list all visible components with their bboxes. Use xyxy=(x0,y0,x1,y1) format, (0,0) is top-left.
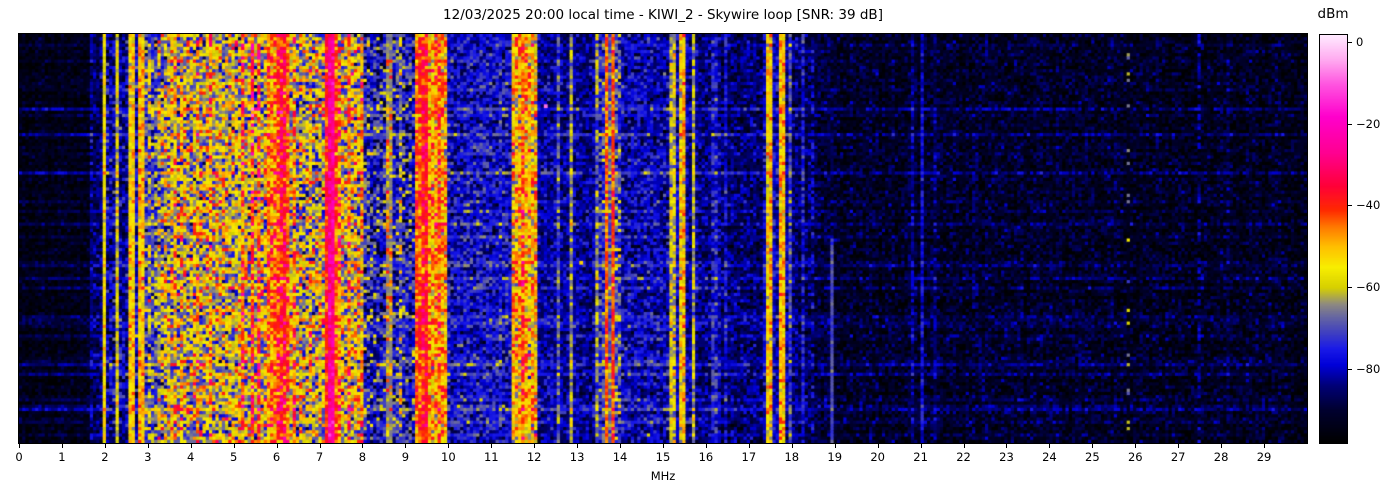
x-axis-tick xyxy=(405,444,407,448)
x-axis-tick-label: 5 xyxy=(229,450,238,464)
x-axis-tick-label: 21 xyxy=(913,450,928,464)
x-axis-tick-label: 11 xyxy=(483,450,499,464)
x-axis-tick-label: 26 xyxy=(1127,450,1143,464)
x-axis-tick xyxy=(104,444,106,448)
colorbar-tick-label: −60 xyxy=(1356,279,1381,294)
x-axis-tick xyxy=(877,444,879,448)
x-axis-tick xyxy=(1006,444,1008,448)
chart-title: 12/03/2025 20:00 local time - KIWI_2 - S… xyxy=(443,7,883,23)
x-axis-tick xyxy=(319,444,321,448)
colorbar-title: dBm xyxy=(1317,6,1349,22)
x-axis-tick xyxy=(748,444,750,448)
x-axis-tick xyxy=(705,444,707,448)
x-axis-tick-label: 20 xyxy=(870,450,885,464)
x-axis-tick xyxy=(534,444,536,448)
x-axis-tick-label: 15 xyxy=(655,450,671,464)
colorbar-tick xyxy=(1348,123,1352,125)
x-axis-tick xyxy=(1178,444,1180,448)
x-axis-tick-label: 8 xyxy=(358,450,367,464)
x-axis-tick xyxy=(577,444,579,448)
x-axis-tick-label: 18 xyxy=(784,450,800,464)
x-axis-tick xyxy=(233,444,235,448)
x-axis-tick xyxy=(1221,444,1223,448)
x-axis-tick-label: 23 xyxy=(999,450,1014,464)
x-axis-tick xyxy=(362,444,364,448)
x-axis-tick-label: 22 xyxy=(956,450,971,464)
x-axis-tick xyxy=(1264,444,1266,448)
x-axis-tick xyxy=(61,444,63,448)
x-axis-tick-label: 2 xyxy=(101,450,109,464)
x-axis-tick xyxy=(791,444,793,448)
colorbar-tick-label: 0 xyxy=(1356,35,1364,50)
x-axis-label: MHz xyxy=(650,469,676,483)
colorbar-tick xyxy=(1348,205,1352,207)
x-axis-tick-label: 6 xyxy=(272,450,281,464)
colorbar-canvas xyxy=(1320,35,1347,443)
x-axis-tick xyxy=(147,444,149,448)
x-axis-tick-label: 0 xyxy=(15,450,23,464)
x-axis-tick xyxy=(834,444,836,448)
x-axis-tick-label: 12 xyxy=(526,450,542,464)
x-axis-tick-label: 28 xyxy=(1213,450,1229,464)
x-axis-tick xyxy=(190,444,192,448)
x-axis-tick-label: 1 xyxy=(58,450,66,464)
x-axis-tick-label: 9 xyxy=(401,450,410,464)
spectrogram-canvas xyxy=(19,34,1307,443)
x-axis-tick-label: 27 xyxy=(1170,450,1186,464)
x-axis-tick-label: 10 xyxy=(441,450,456,464)
colorbar-tick-label: −20 xyxy=(1356,116,1381,131)
x-axis-tick xyxy=(663,444,664,448)
x-axis-tick-label: 24 xyxy=(1042,450,1057,464)
x-axis-tick-label: 14 xyxy=(612,450,628,464)
colorbar-tick-label: −40 xyxy=(1356,198,1381,213)
colorbar-tick xyxy=(1348,286,1352,288)
x-axis-tick xyxy=(491,444,493,448)
x-axis-tick xyxy=(963,444,965,448)
x-axis-tick xyxy=(620,444,622,448)
x-axis-tick-label: 16 xyxy=(698,450,714,464)
colorbar-tick-label: −80 xyxy=(1356,361,1381,376)
x-axis-tick-label: 13 xyxy=(569,450,585,464)
x-axis-tick xyxy=(19,444,20,448)
x-axis-tick xyxy=(448,444,450,448)
x-axis-tick xyxy=(1092,444,1094,448)
x-axis-tick xyxy=(1135,444,1137,448)
x-axis-tick-label: 17 xyxy=(741,450,757,464)
x-axis-tick-label: 3 xyxy=(144,450,152,464)
x-axis-tick-label: 19 xyxy=(827,450,843,464)
x-axis-tick-label: 7 xyxy=(315,450,324,464)
colorbar xyxy=(1319,34,1348,444)
spectrogram-plot xyxy=(18,33,1308,444)
x-axis-tick xyxy=(920,444,922,448)
x-axis-tick-label: 25 xyxy=(1085,450,1100,464)
colorbar-tick xyxy=(1348,42,1352,44)
x-axis-tick xyxy=(1049,444,1051,448)
colorbar-tick xyxy=(1348,368,1352,370)
x-axis-tick-label: 4 xyxy=(187,450,195,464)
x-axis-tick-label: 29 xyxy=(1256,450,1272,464)
x-axis-tick xyxy=(276,444,278,448)
